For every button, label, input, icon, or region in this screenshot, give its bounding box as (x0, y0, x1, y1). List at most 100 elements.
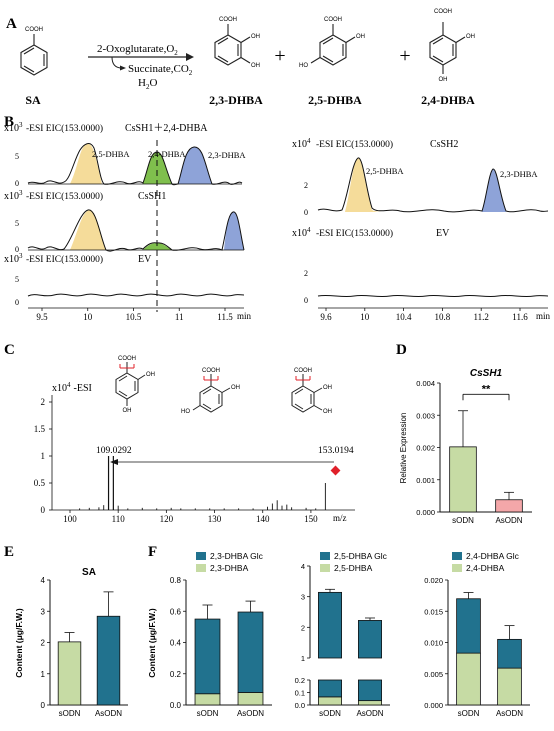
frag3-oh-label: OH (323, 385, 332, 391)
eic-left-xtick-label: 11.5 (217, 312, 233, 322)
dhba25-cooh-label: COOH (324, 17, 342, 23)
legend-swatch (196, 552, 206, 560)
rtrace1-line (317, 157, 549, 213)
chart-d-title: CsSH1 (470, 368, 503, 379)
legend-label: 2,4-DHBA (466, 563, 505, 573)
dhba24-cooh-label: COOH (434, 9, 452, 15)
bar-ytick-label: 0.0 (170, 701, 182, 710)
eic-trace1-title: -ESI EIC(153.0000) (26, 123, 103, 134)
chart-f3: 0.000 0.005 0.010 0.015 0.020 sODN AsODN 2,4-DH… (424, 551, 530, 718)
plus-sign-2: + (399, 45, 410, 67)
legend-swatch (452, 564, 462, 572)
eic-rtrace1-sample: CsSH2 (430, 139, 458, 150)
chart-f2: 0.0 0.1 0.2 1 2 3 4 sODN AsODN 2,5-DHBA Glc 2,5-DH… (295, 551, 390, 718)
stacked-bar-segment (357, 700, 382, 706)
eic-right-xtick-label: 10.8 (435, 312, 451, 322)
eic-trace3-scale: x103 (4, 252, 23, 265)
trace2-line (27, 209, 245, 252)
eic-right-xtick-label: 10.4 (396, 312, 412, 322)
legend-label: 2,5-DHBA Glc (334, 551, 388, 561)
bar-category-label: AsODN (495, 516, 522, 525)
trace2-ytick-0: 0 (15, 245, 19, 254)
rtrace1-peak-25dhba (345, 157, 384, 212)
dhba23-oh-label-1: OH (251, 34, 260, 40)
panel-label-a: A (6, 16, 17, 32)
stacked-bar-segment (194, 693, 221, 706)
ms-ytick-label: 1 (41, 451, 46, 461)
ms-xtick-label: 100 (63, 514, 77, 524)
bar (495, 499, 523, 513)
compound-25dhba: 2,5-DHBA (308, 93, 362, 107)
stacked-bar-segment (194, 618, 221, 695)
eic-rtrace2-scale: x104 (292, 226, 311, 239)
legend-label: 2,4-DHBA Glc (466, 551, 520, 561)
eic-trace2-sample: CsSH1 (138, 191, 166, 202)
ms-ytick-label: 0 (41, 505, 46, 515)
chart-e-ylabel: Content (μg/F.W.) (14, 608, 24, 678)
bar-ytick-label: 0.015 (424, 607, 443, 616)
bar-category-label: sODN (458, 709, 480, 718)
compound-23dhba: 2,3-DHBA (209, 93, 263, 107)
sa-structure (20, 34, 48, 76)
eic-left-xtick-label: 10.5 (126, 312, 142, 322)
stacked-bar-segment (317, 591, 342, 659)
legend-label: 2,3-DHBA Glc (210, 551, 264, 561)
trace1-label-24dhba: 2,4-DHBA (148, 149, 186, 159)
legend-label: 2,3-DHBA (210, 563, 249, 573)
trace2-peak-23dhba (224, 211, 244, 250)
ms-ytick-label: 1.5 (34, 424, 46, 434)
eic-left-xunit: min (237, 311, 252, 321)
stacked-bar-segment (317, 696, 342, 706)
eic-left-xtick-label: 9.5 (36, 312, 48, 322)
frag2-oh-label: OH (231, 385, 240, 391)
legend-swatch (452, 552, 462, 560)
eic-rtrace1-title: -ESI EIC(153.0000) (316, 139, 393, 150)
chart-d-ylabel: Relative Expression (399, 413, 408, 484)
stacked-bar-segment (456, 652, 481, 706)
dhba24-oh-label-2: OH (439, 77, 448, 83)
stacked-bar-segment (317, 679, 342, 698)
eic-left-scale: x103 (4, 121, 23, 134)
frag1-oh-label: OH (146, 372, 155, 378)
bar-category-label: AsODN (237, 709, 264, 718)
ms-ytick-label: 2 (41, 397, 46, 407)
bar (449, 446, 477, 513)
precursor-marker (330, 465, 341, 476)
trace3-line (27, 293, 245, 297)
sa-cooh-label: COOH (25, 27, 43, 33)
eic-trace3-sample: EV (138, 254, 152, 265)
eic-right-xticks: 9.6 10 10.4 10.8 11.2 11.6 (320, 308, 528, 322)
stacked-bar-segment (237, 692, 264, 706)
trace1-line (27, 143, 243, 186)
ms-xtick-label: 140 (256, 514, 270, 524)
dhba23-cooh-label: COOH (219, 17, 237, 23)
legend-swatch (320, 564, 330, 572)
trace2-peak-25dhba (70, 210, 106, 250)
bar (96, 615, 121, 706)
bar-category-label: AsODN (95, 709, 122, 718)
frag2-cooh-label: COOH (202, 368, 220, 374)
eic-trace1-sample: CsSH1＋2,4-DHBA (125, 123, 208, 134)
peak-label-153: 153.0194 (318, 446, 354, 456)
peak-label-109: 109.0292 (96, 446, 132, 456)
reaction-arrow (88, 53, 194, 71)
panel-label-c: C (4, 342, 15, 358)
bar-ytick-label: 4 (301, 562, 305, 571)
bar-category-label: sODN (59, 709, 81, 718)
chart-f1-ylabel: Content (μg/F.W.) (147, 608, 157, 678)
bar-ytick-label: 0.2 (170, 670, 182, 679)
rtrace2-line (317, 294, 549, 298)
bar-ytick-label: 0.003 (416, 411, 435, 420)
trace1-ytick-5: 5 (15, 152, 19, 161)
bar-category-label: AsODN (356, 709, 383, 718)
dhba24-structure (429, 22, 466, 74)
ms-yticks: 2 1.5 1 0.5 0 (34, 397, 52, 515)
ms-ytick-label: 0.5 (34, 478, 46, 488)
dhba25-oh-label: OH (356, 34, 365, 40)
bar-category-label: sODN (452, 516, 474, 525)
bar (57, 641, 82, 706)
dhba25-ho-label: HO (299, 63, 308, 69)
compound-sa: SA (25, 93, 41, 107)
bar-ytick-label: 0.6 (170, 607, 182, 616)
